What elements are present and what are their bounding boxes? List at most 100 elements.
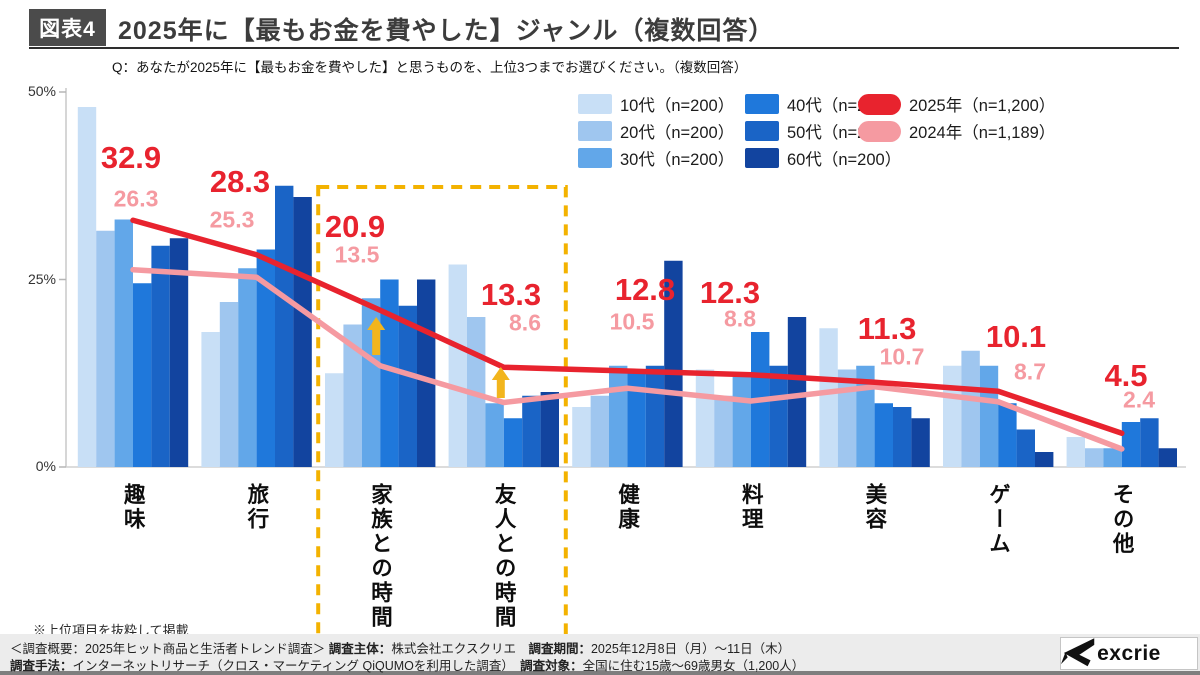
footer-text-segment: 調査期間： [528,642,591,656]
logo: excrie [1060,637,1198,670]
header-rule [29,47,1179,49]
bar [522,395,541,467]
bar [485,403,504,467]
category-label: 趣味 [121,483,146,532]
legend-label: 10代（n=200） [620,97,735,115]
value-label-2025: 10.1 [985,319,1047,354]
footer-text-segment: 全国に住む15歳〜69歳男女（1,200人） [582,659,805,673]
value-label-2025: 12.3 [699,275,761,310]
bar [998,403,1017,467]
value-label-2024: 8.6 [509,309,541,336]
bar [911,418,930,467]
category-label: 友人との時間 [492,483,517,630]
legend-line-swatch [858,93,901,115]
footer-line1: ＜調査概要：2025年ヒット商品と生活者トレンド調査＞ 調査主体：株式会社エクス… [10,638,790,657]
bar [343,324,362,467]
legend-item: 60代（n=200） [745,146,901,170]
value-label-2025: 11.3 [857,311,917,346]
category-label: その他 [1110,483,1135,557]
bar [664,260,683,467]
legend-label: 2024年（n=1,189） [909,124,1056,142]
bar [645,365,665,467]
legend-bar-swatch [578,148,612,168]
category-label: 健康 [615,483,640,532]
footer-line2: 調査手法：インターネットリサーチ（クロス・マーケティング QiQUMOを利用した… [10,655,804,674]
footer-text-segment: 調査主体： [328,642,392,656]
line-2025 [130,217,1125,436]
value-label-2025: 20.9 [324,209,386,244]
footer-text-segment: 調査対象： [520,659,583,673]
bar [1158,448,1177,467]
footer-text-segment: 2025年12月8日（月）〜11日（木） [590,642,791,656]
legend-item: 30代（n=200） [578,146,734,170]
logo-text: excrie [1097,641,1161,665]
legend-bar-swatch [745,121,779,141]
legend-bar-swatch [745,148,779,168]
y-tick-label: 25% [27,270,56,287]
legend-bar-swatch [745,94,779,114]
bar [201,332,220,467]
legend-label: 60代（n=200） [787,151,902,169]
excrie-logo-icon [1061,638,1095,667]
bar [503,418,523,467]
value-label-2024: 13.5 [334,241,380,268]
legend-label: 20代（n=200） [620,124,735,142]
bar [787,317,807,467]
highlight-box [316,185,568,649]
category-label: 旅行 [244,483,269,532]
value-label-2024: 10.5 [609,308,655,335]
footer-text-segment: インターネットリサーチ（クロス・マーケティング QiQUMOを利用した調査） [72,659,521,673]
bar [961,350,980,467]
legend-line-swatch [858,120,901,142]
bar [1016,429,1035,467]
bar [893,407,912,467]
bar [695,369,715,467]
bar [943,365,962,467]
bar [979,365,999,467]
up-arrow-icon [491,367,510,398]
bar [448,264,467,467]
bar [1035,452,1054,467]
legend-item: 10代（n=200） [578,92,734,116]
bar [1066,437,1085,467]
bar [77,107,97,467]
page-title: 2025年に【最もお金を費やした】ジャンル（複数回答） [118,17,775,45]
value-label-2025: 4.5 [1104,358,1148,393]
bar [256,249,275,467]
line-2024 [130,267,1125,452]
value-label-2024: 2.4 [1123,386,1155,413]
bar [590,395,609,467]
bar [96,230,115,467]
category-label: ゲーム [986,483,1011,557]
bar [293,197,312,467]
bar [609,365,628,467]
bar [627,369,646,467]
value-label-2025: 28.3 [209,164,271,199]
bar [169,238,189,467]
bar [837,369,857,467]
bar [714,395,733,467]
value-label-2024: 8.8 [724,305,756,332]
bar [1085,448,1104,467]
bar [540,392,559,467]
footer-text-segment: 調査手法： [10,659,73,673]
bar [874,403,893,467]
figure-badge: 図表4 [29,9,106,46]
category-label: 料理 [739,483,764,532]
survey-question: Q：あなたが2025年に【最もお金を費やした】と思うものを、上位3つまでお選びく… [112,60,748,75]
bar [133,283,152,467]
category-label: 家族との時間 [368,483,393,630]
bar [380,279,399,467]
up-arrow-icon [367,317,386,355]
legend-label: 2025年（n=1,200） [909,97,1056,115]
y-tick-label: 50% [27,83,56,99]
legend-bar-swatch [578,121,612,141]
category-label: 美容 [862,483,887,532]
bar [114,219,133,467]
bar [238,268,257,467]
bar [219,302,239,467]
bar [325,373,344,467]
bar [572,407,591,467]
legend-item: 20代（n=200） [578,119,734,143]
